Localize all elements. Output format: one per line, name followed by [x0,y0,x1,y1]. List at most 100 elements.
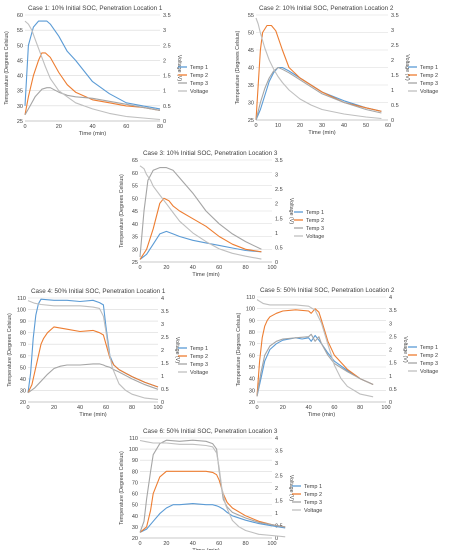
y2-tick-label: 3 [391,28,394,34]
y-axis-label: Temperature (Degrees Celsius) [235,30,241,104]
series-line-temp-1 [255,66,382,121]
y2-tick-label: 1 [391,88,394,94]
x-axis-label: Time (min) [192,272,220,278]
y-tick-label: 110 [17,296,26,302]
x-tick-label: 40 [190,541,196,547]
legend-entry: Temp 3 [420,81,438,87]
y2-tick-label: 1 [161,374,164,380]
legend-entry: Temp 2 [190,354,208,360]
legend-entry: Temp 2 [306,218,324,224]
y-tick-label: 100 [246,307,255,313]
y2-tick-label: 0 [275,260,278,266]
y2-tick-label: 1 [275,511,278,517]
y2-tick-label: 2 [163,58,166,64]
legend: Temp 1 Temp 2 Temp 3 Voltage [292,484,322,514]
y-axis-label: Temperature (Degrees Celsius) [236,312,242,386]
x-tick-label: 60 [216,265,222,271]
legend: Temp 1 Temp 2 Temp 3 Voltage [178,65,208,95]
y2-tick-label: 1 [275,231,278,237]
series-line-temp-2 [24,52,161,116]
x-tick-label: 0 [138,265,141,271]
y2-axis-label: Voltage (V) [404,54,410,80]
y2-tick-label: 1.5 [161,361,169,367]
y-tick-label: 50 [248,31,254,37]
series-line-temp-3 [139,167,262,257]
legend-entry: Temp 2 [420,353,438,359]
y2-axis-label: Voltage (V) [288,475,294,501]
y-tick-label: 100 [17,308,26,314]
x-tick-label: 80 [357,405,363,411]
y2-tick-label: 2.5 [275,187,283,193]
y-tick-label: 50 [132,503,138,509]
y2-tick-label: 2 [275,202,278,208]
y2-tick-label: 0 [163,119,166,125]
chart-5: 203040506070809010011000.511.522.533.540… [236,287,438,418]
legend-entry: Voltage [190,370,208,376]
x-tick-label: 40 [89,124,95,130]
series-line-voltage [27,300,159,400]
y2-tick-label: 4 [275,436,278,442]
y-tick-label: 55 [132,184,138,190]
y-tick-label: 30 [132,247,138,253]
y-tick-label: 70 [20,342,26,348]
y2-tick-label: 3.5 [161,309,169,315]
x-tick-label: 60 [123,124,129,130]
x-tick-label: 80 [243,541,249,547]
series-line-temp-2 [256,308,374,397]
y2-axis-label: Voltage (V) [288,198,294,224]
series-line-voltage [255,17,382,120]
chart-2: 25 30 35 40 45 50 55 0 0.5 1 1.5 2 2.5 3 3.5 0 10 20 30 40 5… [235,5,438,136]
legend-entry: Voltage [420,369,438,375]
chart-title: Case 6: 50% Initial SOC, Penetration Loc… [143,428,278,435]
x-tick-label: 40 [306,405,312,411]
y-tick-label: 50 [20,365,26,371]
chart-title: Case 5: 50% Initial SOC, Penetration Loc… [260,287,395,294]
y-tick-label: 20 [20,400,26,406]
y2-tick-label: 0 [275,536,278,542]
chart-title: Case 4: 50% Initial SOC, Penetration Loc… [31,288,166,295]
y2-tick-label: 0.5 [275,245,283,251]
series-line-temp-3 [139,439,286,533]
series-line-temp-3 [255,66,382,121]
y2-tick-label: 1 [389,374,392,380]
series-line-temp-2 [139,470,286,533]
legend: Temp 1 Temp 2 Temp 3 Voltage [408,345,438,375]
y-tick-label: 30 [132,525,138,531]
y2-tick-label: 2.5 [391,43,399,49]
x-tick-label: 0 [138,541,141,547]
legend-entry: Temp 1 [190,346,208,352]
y-tick-label: 30 [20,388,26,394]
y2-axis-label: Voltage (V) [402,336,408,362]
y2-tick-label: 2 [275,486,278,492]
y-tick-label: 20 [249,400,255,406]
y-tick-label: 50 [249,365,255,371]
legend-entry: Temp 2 [304,492,322,498]
y-tick-label: 55 [248,13,254,19]
y-tick-label: 90 [249,318,255,324]
y-tick-label: 40 [248,66,254,72]
y-tick-label: 100 [129,447,138,453]
y-tick-label: 45 [132,209,138,215]
y-tick-label: 40 [17,74,23,80]
y-tick-label: 60 [132,492,138,498]
y2-tick-label: 1.5 [389,361,397,367]
y-tick-label: 90 [132,458,138,464]
y-tick-label: 55 [17,28,23,34]
legend-entry: Temp 1 [420,65,438,71]
y-tick-label: 45 [248,48,254,54]
x-tick-label: 20 [163,541,169,547]
y2-tick-label: 2 [161,348,164,354]
y2-axis-label: Voltage (V) [176,55,182,81]
x-tick-label: 40 [77,405,83,411]
y2-axis-label: Voltage (V) [174,337,180,363]
legend-entry: Temp 3 [190,81,208,87]
x-tick-label: 40 [341,123,347,129]
y-tick-label: 40 [20,377,26,383]
y2-tick-label: 1.5 [275,216,283,222]
y-tick-label: 110 [246,295,255,301]
y2-tick-label: 3.5 [275,158,283,164]
legend: Temp 1 Temp 2 Temp 3 Voltage [178,346,208,376]
y-tick-label: 70 [249,342,255,348]
legend-entry: Temp 1 [420,345,438,351]
y-tick-label: 110 [129,436,138,442]
